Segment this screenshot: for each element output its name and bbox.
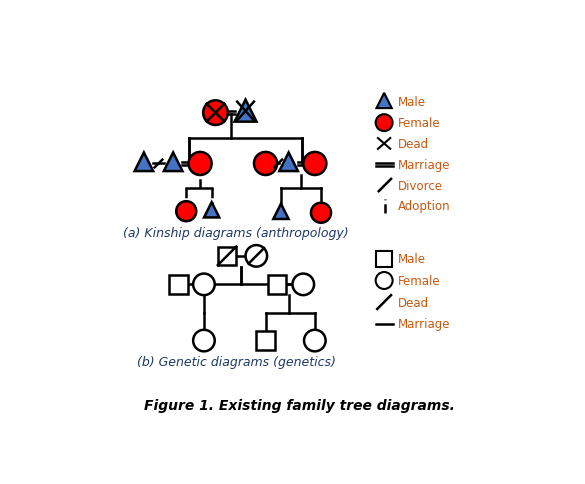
Polygon shape [273, 204, 288, 220]
Text: Divorce: Divorce [398, 179, 443, 192]
Text: Marriage: Marriage [398, 318, 450, 331]
Text: Figure 1. Existing family tree diagrams.: Figure 1. Existing family tree diagrams. [144, 398, 455, 412]
Text: Adoption: Adoption [398, 200, 450, 213]
Circle shape [376, 115, 393, 132]
Polygon shape [235, 100, 257, 122]
Circle shape [303, 152, 326, 176]
Bar [218, 247, 236, 266]
Circle shape [254, 152, 277, 176]
Text: Male: Male [398, 96, 426, 109]
Circle shape [376, 272, 393, 289]
Circle shape [246, 245, 267, 267]
Polygon shape [135, 153, 153, 172]
Text: Female: Female [398, 274, 441, 287]
Circle shape [188, 152, 212, 176]
Circle shape [304, 330, 326, 351]
Bar [169, 275, 188, 294]
Circle shape [203, 101, 228, 126]
Text: Dead: Dead [398, 296, 429, 309]
Polygon shape [377, 94, 392, 109]
Circle shape [311, 203, 331, 223]
Bar [376, 252, 392, 267]
Polygon shape [164, 153, 183, 172]
Text: Male: Male [398, 253, 426, 266]
Text: Dead: Dead [398, 137, 429, 151]
Text: Female: Female [398, 117, 441, 130]
Circle shape [292, 274, 314, 296]
Text: (b) Genetic diagrams (genetics): (b) Genetic diagrams (genetics) [137, 355, 336, 368]
Circle shape [193, 330, 215, 351]
Polygon shape [204, 203, 219, 218]
Circle shape [193, 274, 215, 296]
Circle shape [176, 202, 196, 222]
Text: Marriage: Marriage [398, 158, 450, 171]
Polygon shape [279, 153, 298, 172]
Text: (a) Kinship diagrams (anthropology): (a) Kinship diagrams (anthropology) [123, 227, 349, 240]
Bar [268, 275, 286, 294]
Bar [256, 332, 275, 350]
